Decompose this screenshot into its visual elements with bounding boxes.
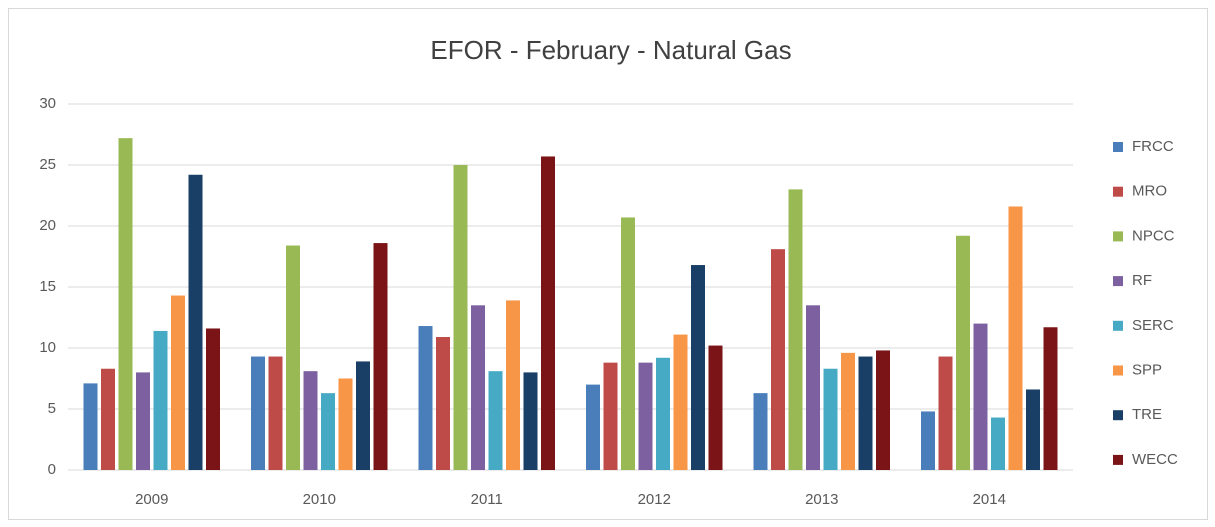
x-tick-label: 2014 — [973, 491, 1006, 508]
bar — [471, 305, 485, 470]
legend-label: WECC — [1132, 451, 1178, 468]
bar — [638, 362, 653, 470]
bar — [338, 378, 353, 470]
legend-label: FRCC — [1132, 138, 1174, 155]
bar — [321, 393, 335, 470]
bar — [251, 356, 265, 470]
chart-title: EFOR - February - Natural Gas — [430, 35, 791, 65]
bar — [83, 383, 98, 470]
legend-swatch — [1113, 186, 1123, 197]
legend-swatch — [1113, 410, 1123, 421]
bar — [453, 165, 468, 470]
legend-swatch — [1113, 142, 1123, 152]
bar — [136, 372, 150, 470]
bar — [1043, 327, 1058, 470]
y-tick-label: 25 — [39, 156, 56, 173]
bar — [1008, 206, 1023, 471]
bar — [523, 372, 538, 470]
bar — [268, 356, 283, 470]
bar — [656, 357, 670, 470]
x-tick-label: 2011 — [471, 491, 503, 508]
legend-swatch — [1113, 320, 1123, 331]
bar — [1026, 389, 1040, 470]
y-tick-label: 15 — [39, 278, 56, 295]
bar — [171, 295, 185, 470]
legend-label: RF — [1132, 272, 1152, 289]
y-tick-label: 20 — [39, 217, 56, 234]
legend-swatch — [1113, 231, 1123, 242]
bar — [788, 189, 803, 470]
x-tick-label: 2009 — [135, 491, 168, 508]
legend-label: SPP — [1132, 361, 1162, 378]
bar — [603, 362, 618, 470]
bar — [621, 217, 635, 470]
bar — [973, 323, 988, 470]
y-tick-label: 10 — [39, 339, 56, 356]
y-tick-label: 5 — [48, 400, 56, 417]
bar — [876, 350, 890, 470]
bar — [673, 334, 688, 470]
legend-label: MRO — [1132, 183, 1167, 200]
x-tick-label: 2013 — [805, 491, 838, 508]
bar — [753, 393, 768, 470]
bar — [691, 265, 705, 470]
bar — [708, 345, 723, 470]
bar — [206, 328, 220, 470]
legend-swatch — [1113, 365, 1123, 376]
bar — [938, 356, 953, 470]
bar — [506, 300, 520, 470]
x-tick-label: 2012 — [638, 491, 671, 508]
x-tick-label: 2010 — [303, 491, 336, 508]
bar — [286, 245, 300, 470]
legend-swatch — [1113, 454, 1123, 465]
bar — [153, 330, 168, 470]
bar — [771, 249, 785, 470]
bar — [418, 326, 433, 470]
bar — [841, 352, 855, 470]
bar — [101, 368, 115, 470]
y-tick-label: 30 — [39, 95, 56, 112]
legend-swatch — [1113, 276, 1123, 287]
bar — [541, 156, 555, 470]
bar — [991, 417, 1005, 470]
legend-label: SERC — [1132, 317, 1174, 334]
bar — [806, 305, 820, 470]
bar — [188, 174, 203, 470]
bar — [303, 371, 318, 470]
bar — [823, 368, 838, 470]
bar — [921, 411, 935, 470]
bar — [436, 337, 450, 470]
bar — [373, 243, 388, 470]
bar — [586, 384, 600, 470]
y-tick-label: 0 — [48, 461, 56, 478]
legend-label: TRE — [1132, 406, 1162, 423]
bar — [488, 371, 503, 470]
bar — [858, 356, 873, 470]
bar — [118, 138, 133, 470]
legend-label: NPCC — [1132, 227, 1175, 244]
bar — [356, 361, 370, 470]
bar — [956, 235, 970, 470]
